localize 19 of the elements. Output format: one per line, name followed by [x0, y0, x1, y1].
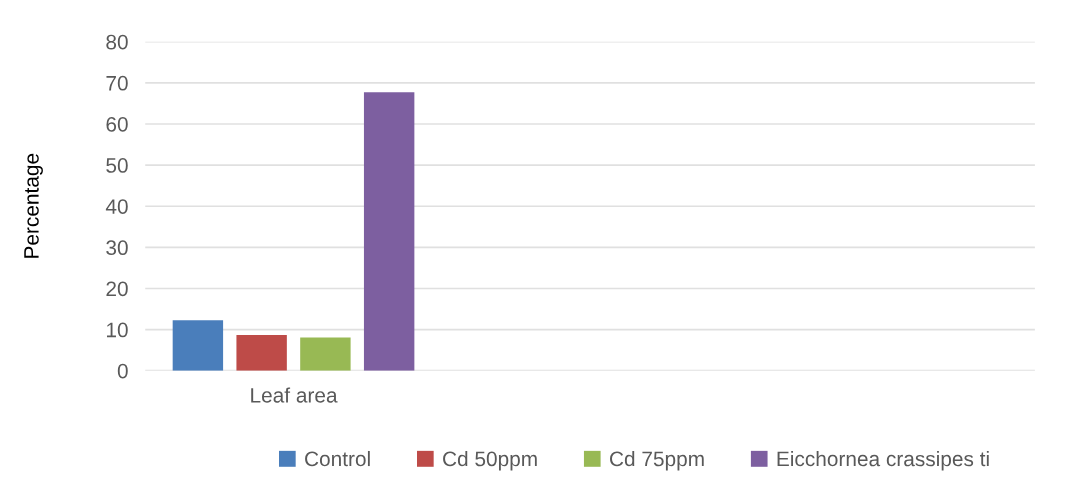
legend-label: Cd 75ppm [610, 450, 704, 471]
legend-label: Cd 50ppm [443, 450, 537, 471]
y-tick-label: 30 [106, 240, 128, 256]
y-tick-label: 60 [106, 116, 128, 132]
bar [363, 92, 415, 371]
y-tick-label: 80 [106, 34, 128, 50]
bar [172, 320, 224, 371]
y-tick-label: 0 [117, 363, 128, 379]
y-axis-title: Percentage [24, 153, 43, 258]
y-tick-label: 70 [106, 75, 128, 91]
x-tick-label: Leaf area [251, 387, 338, 403]
bar [236, 334, 287, 371]
y-tick-label: 20 [106, 281, 128, 297]
bar [300, 337, 351, 371]
y-tick-label: 10 [107, 322, 128, 338]
y-tick-label: 40 [105, 199, 128, 214]
legend-label: Eicchornea crassipes ti [777, 450, 989, 471]
y-tick-label: 50 [106, 158, 128, 173]
legend-label: Control [305, 450, 370, 467]
